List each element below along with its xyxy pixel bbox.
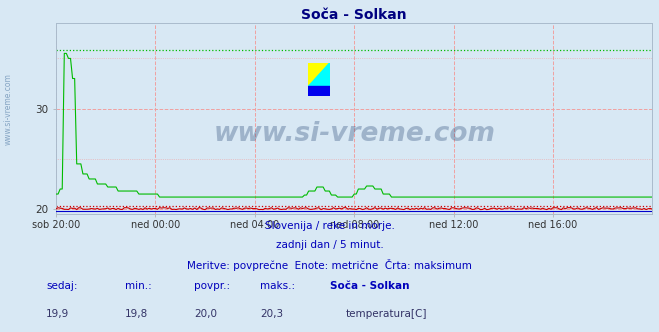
Text: Soča - Solkan: Soča - Solkan <box>330 281 409 290</box>
Text: www.si-vreme.com: www.si-vreme.com <box>4 74 13 145</box>
Text: Meritve: povprečne  Enote: metrične  Črta: maksimum: Meritve: povprečne Enote: metrične Črta:… <box>187 259 472 271</box>
Title: Soča - Solkan: Soča - Solkan <box>301 8 407 22</box>
Text: sedaj:: sedaj: <box>46 281 78 290</box>
Text: temperatura[C]: temperatura[C] <box>346 309 428 319</box>
Text: 20,0: 20,0 <box>194 309 217 319</box>
Polygon shape <box>308 63 330 86</box>
Text: min.:: min.: <box>125 281 152 290</box>
Text: 19,9: 19,9 <box>46 309 69 319</box>
Text: Slovenija / reke in morje.: Slovenija / reke in morje. <box>264 221 395 231</box>
Text: 20,3: 20,3 <box>260 309 283 319</box>
Text: zadnji dan / 5 minut.: zadnji dan / 5 minut. <box>275 240 384 250</box>
Polygon shape <box>308 86 330 96</box>
Text: 19,8: 19,8 <box>125 309 148 319</box>
Text: www.si-vreme.com: www.si-vreme.com <box>214 121 495 147</box>
Text: maks.:: maks.: <box>260 281 295 290</box>
Polygon shape <box>308 63 330 86</box>
Text: povpr.:: povpr.: <box>194 281 231 290</box>
